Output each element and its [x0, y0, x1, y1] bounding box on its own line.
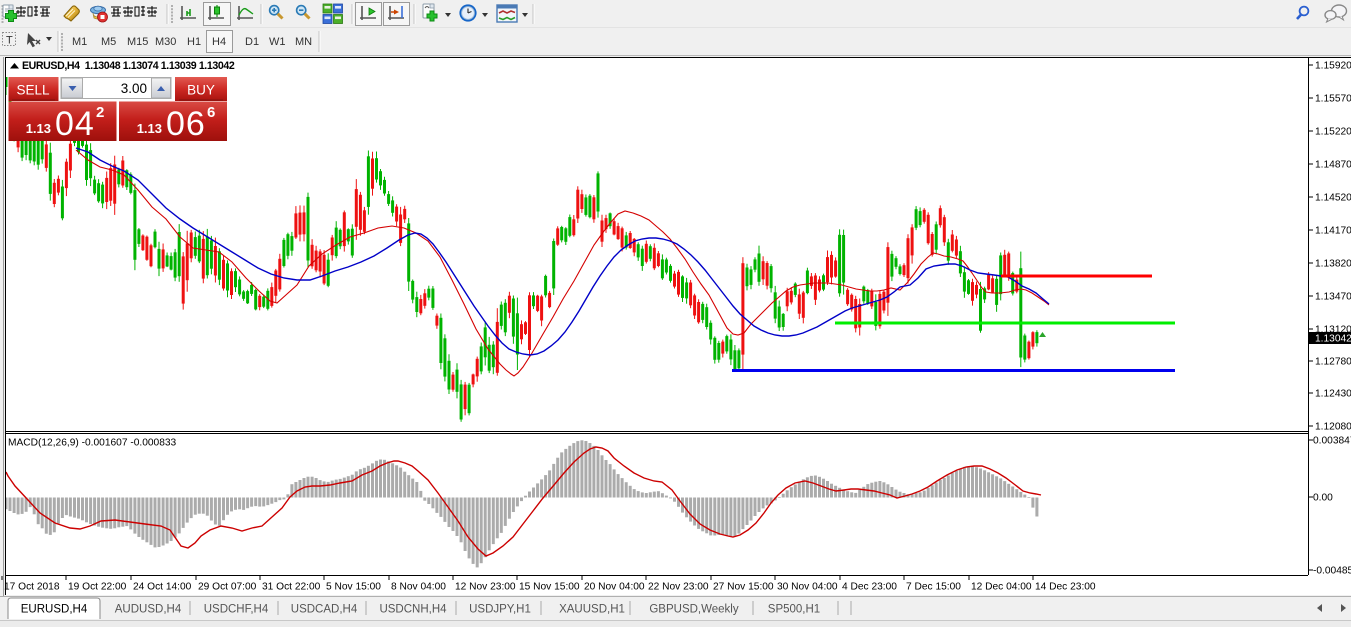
svg-text:6: 6: [207, 104, 215, 121]
svg-text:1.15570: 1.15570: [1315, 94, 1351, 105]
svg-text:USDCHF,H4: USDCHF,H4: [204, 604, 269, 616]
svg-text:1.13: 1.13: [26, 121, 51, 136]
svg-text:W1: W1: [269, 36, 286, 48]
svg-text:22 Nov 23:00: 22 Nov 23:00: [648, 582, 709, 593]
svg-text:3.00: 3.00: [121, 81, 147, 96]
svg-text:SP500,H1: SP500,H1: [768, 604, 820, 616]
svg-text:H4: H4: [212, 36, 226, 48]
svg-text:SELL: SELL: [16, 83, 50, 98]
svg-text:XAUUSD,H1: XAUUSD,H1: [559, 604, 625, 616]
svg-text:24 Oct 14:00: 24 Oct 14:00: [133, 582, 192, 593]
svg-text:04: 04: [55, 105, 95, 143]
svg-text:20 Nov 04:00: 20 Nov 04:00: [584, 582, 645, 593]
svg-text:AUDUSD,H4: AUDUSD,H4: [115, 604, 182, 616]
svg-text:1.13470: 1.13470: [1315, 292, 1351, 303]
svg-text:2: 2: [96, 104, 104, 121]
svg-text:1.15220: 1.15220: [1315, 127, 1351, 138]
svg-text:EURUSD,H4: EURUSD,H4: [21, 604, 88, 616]
svg-text:1.13042: 1.13042: [1315, 334, 1351, 345]
svg-text:5 Nov 15:00: 5 Nov 15:00: [326, 582, 381, 593]
svg-text:12 Dec 04:00: 12 Dec 04:00: [971, 582, 1032, 593]
svg-text:8 Nov 04:00: 8 Nov 04:00: [391, 582, 446, 593]
svg-text:-0.004856: -0.004856: [1313, 566, 1351, 577]
svg-text:D1: D1: [245, 36, 259, 48]
svg-text:USDJPY,H1: USDJPY,H1: [469, 604, 531, 616]
svg-text:M30: M30: [155, 36, 176, 48]
svg-text:EURUSD,H4 1.13048 1.13074 1.1: EURUSD,H4 1.13048 1.13074 1.13039 1.1304…: [22, 60, 235, 72]
svg-text:1.12780: 1.12780: [1315, 357, 1351, 368]
svg-text:29 Oct 07:00: 29 Oct 07:00: [198, 582, 257, 593]
svg-text:USDCAD,H4: USDCAD,H4: [291, 604, 358, 616]
svg-text:T: T: [6, 35, 13, 47]
svg-text:14 Dec 23:00: 14 Dec 23:00: [1035, 582, 1096, 593]
svg-text:19 Oct 22:00: 19 Oct 22:00: [68, 582, 127, 593]
svg-text:1.14170: 1.14170: [1315, 226, 1351, 237]
svg-text:M1: M1: [72, 36, 87, 48]
svg-text:4 Dec 23:00: 4 Dec 23:00: [842, 582, 897, 593]
svg-text:1.13120: 1.13120: [1315, 325, 1351, 336]
svg-text:1.12430: 1.12430: [1315, 389, 1351, 400]
svg-text:1.12080: 1.12080: [1315, 422, 1351, 433]
svg-text:1.14520: 1.14520: [1315, 193, 1351, 204]
svg-text:1.13820: 1.13820: [1315, 259, 1351, 270]
svg-text:MACD(12,26,9) -0.001607 -0.000: MACD(12,26,9) -0.001607 -0.000833: [8, 438, 177, 449]
svg-text:GBPUSD,Weekly: GBPUSD,Weekly: [649, 604, 739, 616]
svg-text:15 Nov 15:00: 15 Nov 15:00: [519, 582, 580, 593]
svg-text:17 Oct 2018: 17 Oct 2018: [4, 582, 60, 593]
svg-text:12 Nov 23:00: 12 Nov 23:00: [455, 582, 516, 593]
svg-text:7 Dec 15:00: 7 Dec 15:00: [906, 582, 961, 593]
svg-text:1.13: 1.13: [137, 121, 162, 136]
svg-text:M5: M5: [101, 36, 116, 48]
svg-text:27 Nov 15:00: 27 Nov 15:00: [713, 582, 774, 593]
svg-text:1.15920: 1.15920: [1315, 61, 1351, 72]
svg-text:MN: MN: [295, 36, 312, 48]
svg-text:31 Oct 22:00: 31 Oct 22:00: [262, 582, 321, 593]
svg-text:06: 06: [166, 105, 206, 143]
svg-text:BUY: BUY: [187, 83, 215, 98]
svg-text:0.00: 0.00: [1313, 493, 1333, 504]
svg-text:1.14870: 1.14870: [1315, 160, 1351, 171]
svg-text:M15: M15: [127, 36, 148, 48]
svg-text:USDCNH,H4: USDCNH,H4: [379, 604, 447, 616]
svg-text:H1: H1: [187, 36, 201, 48]
svg-text:0.003847: 0.003847: [1313, 436, 1351, 447]
svg-text:30 Nov 04:00: 30 Nov 04:00: [777, 582, 838, 593]
